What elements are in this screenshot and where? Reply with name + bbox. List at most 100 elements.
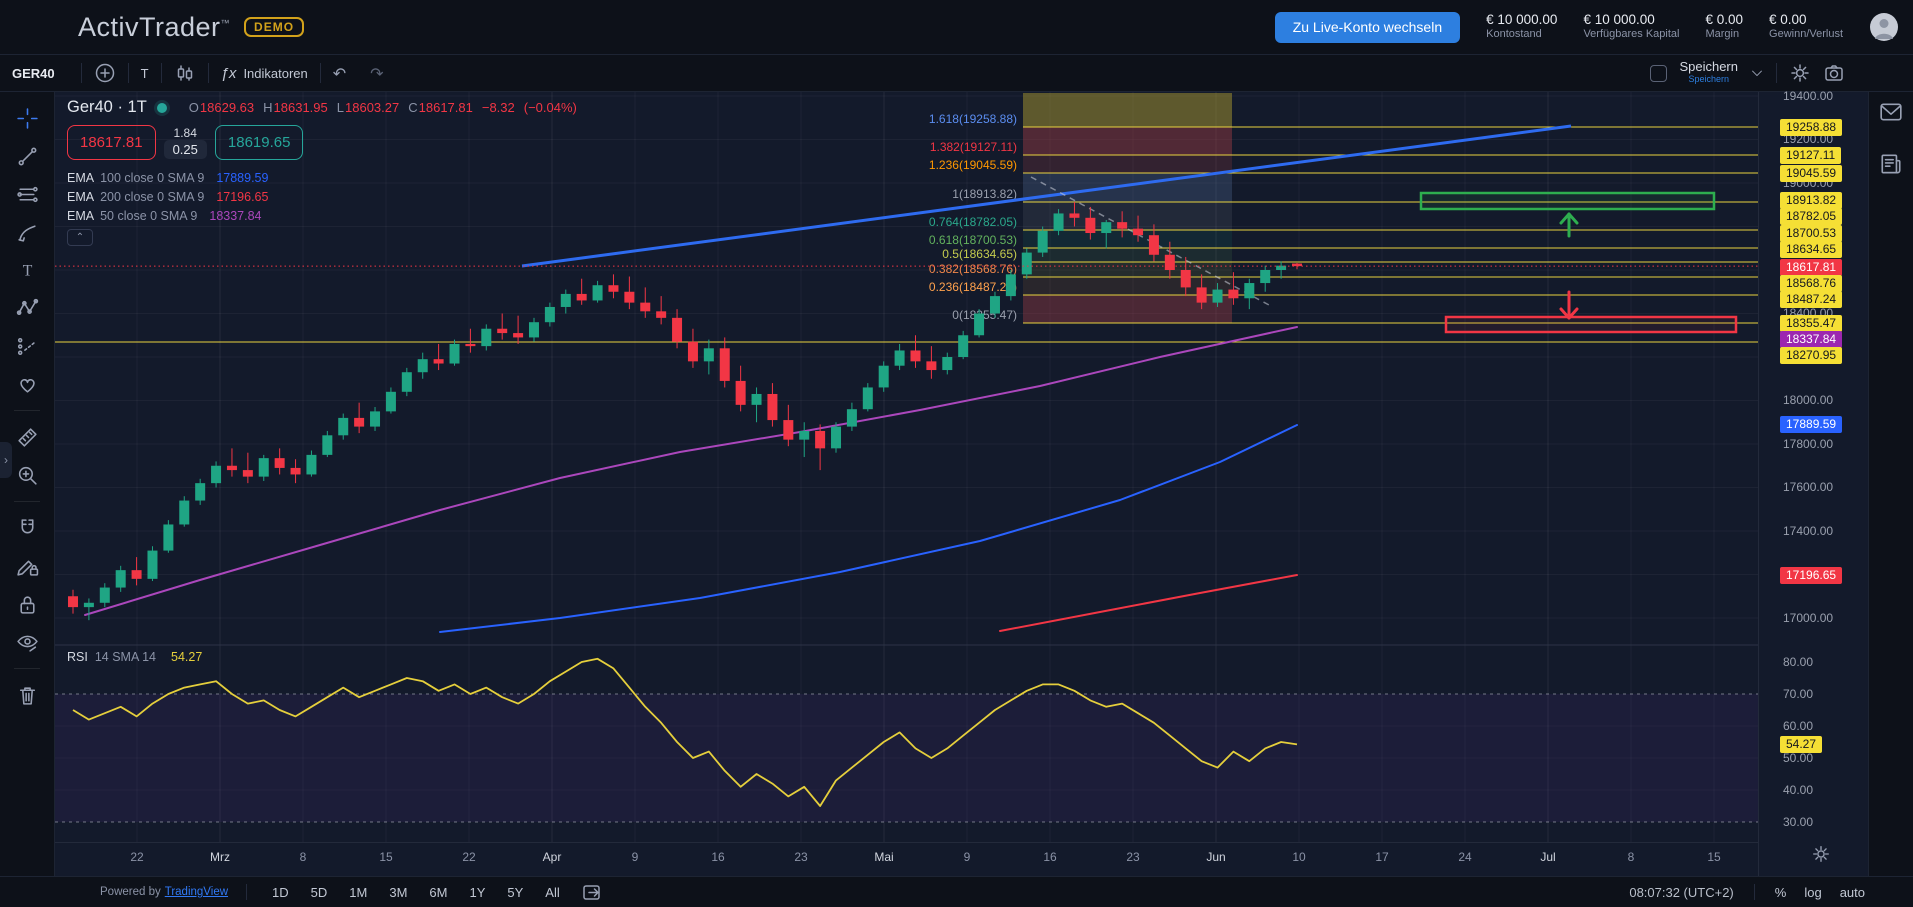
sell-button[interactable]: 18617.81 [67, 125, 156, 160]
candle[interactable] [592, 285, 603, 301]
candle[interactable] [338, 417, 349, 436]
range-button-1y[interactable]: 1Y [469, 884, 486, 900]
candle[interactable] [322, 435, 333, 455]
magnet-tool[interactable] [13, 514, 41, 542]
candle[interactable] [862, 387, 873, 410]
candle[interactable] [99, 587, 110, 603]
indicator-row[interactable]: EMA 100 close 0 SMA 9 17889.59 [67, 170, 269, 185]
candle[interactable] [1196, 287, 1207, 303]
save-layout-button[interactable]: Speichern Speichern [1679, 59, 1738, 84]
candle[interactable] [942, 357, 953, 371]
candle[interactable] [831, 426, 842, 449]
candle[interactable] [274, 458, 285, 468]
forecast-tool[interactable] [13, 332, 41, 360]
candle[interactable] [354, 417, 365, 427]
candle[interactable] [83, 602, 94, 608]
candle[interactable] [163, 524, 174, 551]
candle[interactable] [1180, 270, 1191, 288]
candle[interactable] [465, 343, 476, 347]
candle[interactable] [1276, 265, 1287, 270]
time-axis[interactable]: 22 Mrz 8 15 22 Apr 9 16 23 Mai 9 16 23 Jun 10 17 24 Jul 8 1… [55, 842, 1758, 877]
candle[interactable] [672, 317, 683, 342]
candle[interactable] [497, 328, 508, 334]
candle[interactable] [385, 391, 396, 412]
pattern-tool[interactable] [13, 294, 41, 322]
clock-label[interactable]: 08:07:32 (UTC+2) [1629, 884, 1734, 900]
candle[interactable] [226, 465, 237, 471]
candles-layer[interactable] [68, 201, 1302, 621]
candle[interactable] [433, 359, 444, 364]
candle[interactable] [878, 365, 889, 388]
trash-tool[interactable] [13, 681, 41, 709]
candle[interactable] [1212, 289, 1223, 303]
autosave-checkbox[interactable] [1650, 64, 1668, 82]
auto-scale-button[interactable]: auto [1839, 884, 1865, 900]
percent-scale-button[interactable]: % [1774, 884, 1787, 900]
candle[interactable] [1053, 213, 1064, 231]
candle[interactable] [640, 302, 651, 312]
candle[interactable] [306, 454, 317, 475]
candle[interactable] [1037, 230, 1048, 253]
tradingview-link[interactable]: TradingView [164, 886, 229, 898]
candle[interactable] [846, 409, 857, 427]
candle[interactable] [211, 465, 222, 484]
interval-button[interactable]: T [140, 65, 149, 81]
time-axis-gear-icon[interactable] [1811, 844, 1831, 864]
indicators-button[interactable]: ƒx Indikatoren [220, 64, 308, 82]
emoji-heart-tool[interactable] [13, 370, 41, 398]
redo-button[interactable]: ↷ [358, 64, 395, 83]
price-chart-canvas[interactable]: 1.618(19258.88) 1.382(19127.11) 1.236(1904… [55, 92, 1758, 842]
rsi-legend[interactable]: RSI 14 SMA 14 54.27 [67, 650, 203, 664]
candle[interactable] [449, 343, 460, 364]
candle[interactable] [179, 500, 190, 525]
trendline-tool[interactable] [13, 142, 41, 170]
symbol-title[interactable]: Ger40 · 1T [67, 98, 147, 116]
range-button-all[interactable]: All [545, 884, 560, 900]
candle[interactable] [799, 430, 810, 440]
candle[interactable] [147, 550, 158, 579]
candle[interactable] [560, 293, 571, 307]
candle[interactable] [528, 322, 539, 338]
candle[interactable] [576, 293, 587, 301]
candle[interactable] [910, 350, 921, 362]
candle[interactable] [242, 470, 253, 477]
fib-lines-tool[interactable] [13, 180, 41, 208]
user-avatar[interactable] [1869, 12, 1899, 42]
candle[interactable] [958, 335, 969, 357]
ruler-tool[interactable] [13, 423, 41, 451]
candle[interactable] [687, 341, 698, 362]
candle[interactable] [624, 291, 635, 303]
quantity-field[interactable]: 0.25 [163, 140, 207, 159]
news-icon[interactable] [1879, 152, 1903, 176]
hide-drawings-tool[interactable] [13, 628, 41, 656]
candle[interactable] [131, 570, 142, 579]
candle[interactable] [1085, 217, 1096, 234]
candle[interactable] [1117, 222, 1128, 229]
candle[interactable] [1244, 283, 1255, 299]
candle[interactable] [258, 458, 269, 477]
candle[interactable] [370, 411, 381, 427]
buy-button[interactable]: 18619.65 [214, 125, 304, 160]
candle[interactable] [751, 393, 762, 405]
candle[interactable] [1164, 254, 1175, 270]
settings-gear-icon[interactable] [1789, 62, 1811, 84]
chevron-down-icon[interactable] [1750, 66, 1764, 80]
switch-live-account-button[interactable]: Zu Live-Konto wechseln [1274, 11, 1461, 43]
candle[interactable] [783, 420, 794, 440]
candle[interactable] [656, 311, 667, 318]
candle[interactable] [401, 372, 412, 392]
lock-all-tool[interactable] [13, 590, 41, 618]
candle[interactable] [1101, 222, 1112, 234]
candle[interactable] [767, 393, 778, 421]
range-button-1d[interactable]: 1D [272, 884, 289, 900]
brush-tool[interactable] [13, 218, 41, 246]
candle[interactable] [513, 333, 524, 338]
candle[interactable] [417, 359, 428, 373]
panel-open-handle[interactable]: › [0, 442, 12, 478]
range-button-5d[interactable]: 5D [310, 884, 328, 900]
candle[interactable] [1292, 263, 1302, 267]
candle[interactable] [195, 483, 206, 501]
candle[interactable] [989, 296, 1000, 314]
drawing-lock-tool[interactable] [13, 552, 41, 580]
candle[interactable] [608, 285, 619, 292]
